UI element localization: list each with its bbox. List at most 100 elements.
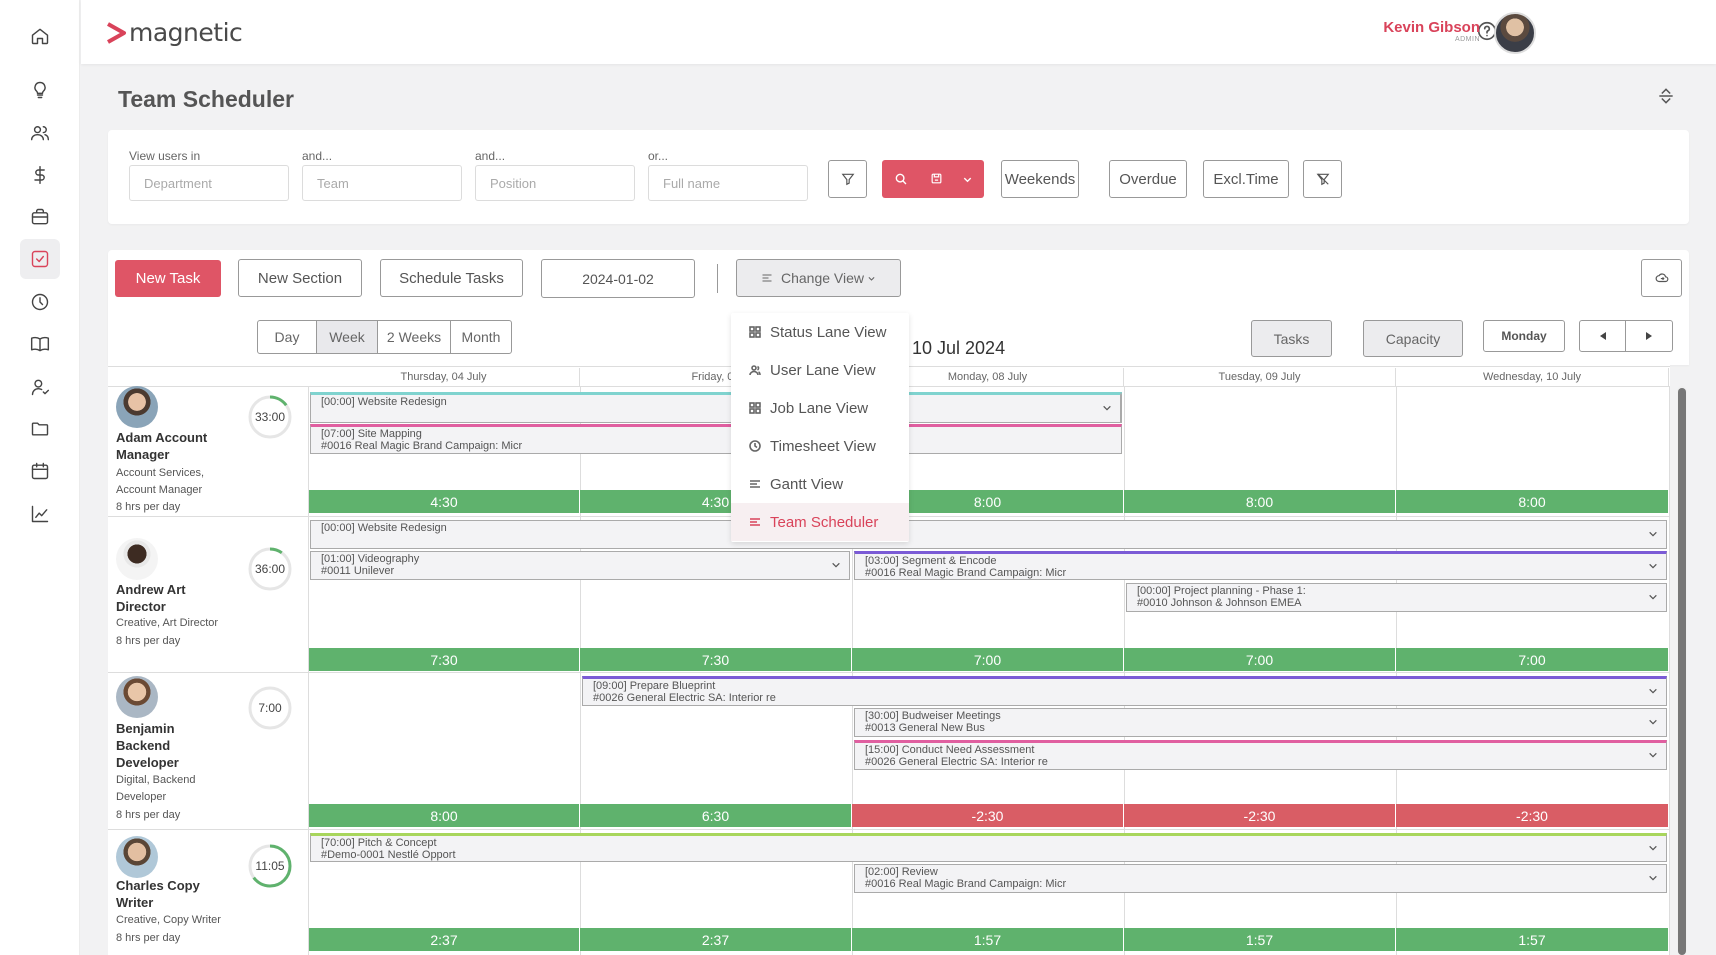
new-task-button[interactable]: New Task [115,260,221,297]
calendar-icon[interactable] [20,451,60,491]
user-role: ADMIN [1454,36,1480,43]
overdue-button[interactable]: Overdue [1109,160,1187,198]
grid-line [308,386,309,955]
menu-item-status-lane[interactable]: Status Lane View [731,313,909,351]
sync-button[interactable] [1641,259,1682,297]
search-button-icon[interactable] [894,172,908,186]
tab-2-weeks[interactable]: 2 Weeks [377,320,451,354]
capacity-total: 7:30 [309,648,580,671]
load-value: 11:05 [255,859,285,873]
menu-item-gantt[interactable]: Gantt View [731,465,909,503]
filter-off-icon [1316,173,1329,186]
dollar-icon[interactable] [20,155,60,195]
avatar [116,676,158,718]
tasks-toggle[interactable]: Tasks [1251,320,1332,357]
book-icon[interactable] [20,324,60,364]
department-input[interactable]: Department [129,165,289,201]
cloud-sync-icon [1655,273,1668,283]
menu-item-label: Job Lane View [770,399,869,417]
change-view-button[interactable]: Change View [736,259,901,297]
task-bar[interactable]: [30:00] Budweiser Meetings #0013 General … [854,708,1667,737]
next-button[interactable] [1625,320,1673,352]
load-value: 33:00 [254,410,286,424]
menu-item-timesheet[interactable]: Timesheet View [731,427,909,465]
briefcase-icon[interactable] [20,197,60,237]
change-view-menu: Status Lane View User Lane View Job Lane… [731,313,909,542]
menu-item-label: Gantt View [770,475,844,493]
chevron-down-icon [1648,843,1658,853]
task-line1: [01:00] Videography [321,553,420,565]
avatar [116,538,158,580]
clock-icon[interactable] [20,282,60,322]
prev-button[interactable] [1579,320,1626,352]
task-line2: #0026 General Electric SA: Interior re [593,692,776,704]
scrollbar-thumb[interactable] [1678,388,1686,955]
new-section-button[interactable]: New Section [238,259,362,297]
grid-icon [749,402,761,414]
user-name[interactable]: Kevin Gibson [1383,19,1480,36]
day-header: Wednesday, 10 July [1396,368,1669,386]
load-ring: 36:00 [247,546,293,592]
top-header: magnetic Kevin Gibson ADMIN [81,0,1716,64]
list-icon [749,516,761,528]
collapse-icon[interactable] [1656,86,1676,106]
task-bar[interactable]: [02:00] Review #0016 Real Magic Brand Cam… [854,864,1667,893]
task-bar[interactable]: [01:00] Videography #0011 Unilever [310,551,850,580]
menu-item-job-lane[interactable]: Job Lane View [731,389,909,427]
avatar[interactable] [1494,12,1536,54]
save-icon[interactable] [930,172,943,185]
arrow-right-icon [1646,332,1652,340]
arrow-left-icon [1599,332,1606,340]
task-line1: [70:00] Pitch & Concept [321,837,437,849]
toolbar-divider [717,264,718,293]
task-line2: #Demo-0001 Nestlé Opport [321,849,456,861]
ring-svg [248,686,292,730]
position-input[interactable]: Position [475,165,635,201]
task-line1: [00:00] Website Redesign [321,522,447,534]
user-check-icon[interactable] [20,367,60,407]
clear-filter-button[interactable] [1303,160,1342,198]
excl-time-button[interactable]: Excl.Time [1203,160,1289,198]
chevron-down-icon [868,276,875,281]
menu-item-team-scheduler[interactable]: Team Scheduler [731,503,909,541]
task-line2: #0016 Real Magic Brand Campaign: Micr [865,878,1067,890]
filter-button[interactable] [828,160,867,198]
logo[interactable]: magnetic [105,18,243,47]
tab-day[interactable]: Day [257,320,317,354]
chart-icon[interactable] [20,494,60,534]
task-bar[interactable]: [09:00] Prepare Blueprint #0026 General E… [582,676,1667,706]
folder-icon[interactable] [20,409,60,449]
home-icon[interactable] [20,16,60,56]
date-input[interactable]: 2024-01-02 [541,259,695,298]
start-day-select[interactable]: Monday [1483,320,1565,352]
menu-item-user-lane[interactable]: User Lane View [731,351,909,389]
task-bar[interactable]: [07:00] Site Mapping #0016 Real Magic Bra… [310,424,1122,454]
checkbox-icon[interactable] [20,239,60,279]
schedule-tasks-button[interactable]: Schedule Tasks [380,259,523,297]
capacity-total: 8:00 [1396,490,1669,513]
tab-week[interactable]: Week [316,320,378,354]
capacity-total: -2:30 [852,804,1124,827]
weekends-button[interactable]: Weekends [1001,160,1079,198]
chevron-down-icon [1648,686,1658,696]
row-divider [108,672,1670,673]
task-bar[interactable]: [70:00] Pitch & Concept #Demo-0001 Nestlé… [310,833,1667,862]
day-header: Tuesday, 09 July [1124,368,1396,386]
chevron-down-icon[interactable] [962,174,973,185]
users-icon[interactable] [20,113,60,153]
tab-month[interactable]: Month [450,320,512,354]
avatar [116,836,158,878]
capacity-toggle[interactable]: Capacity [1363,320,1463,357]
task-bar[interactable]: [03:00] Segment & Encode #0016 Real Magic… [854,551,1667,580]
team-input[interactable]: Team [302,165,462,201]
task-bar[interactable]: [00:00] Project planning - Phase 1: #0010… [1126,583,1667,612]
full-name-input[interactable]: Full name [648,165,808,201]
chevron-down-icon [1648,873,1658,883]
grid-line [1669,386,1670,955]
day-header: Monday, 08 July [852,368,1124,386]
task-line1: [09:00] Prepare Blueprint [593,680,716,692]
lightbulb-icon[interactable] [20,70,60,110]
task-bar[interactable]: [15:00] Conduct Need Assessment #0026 Gen… [854,740,1667,770]
task-bar[interactable]: [00:00] Website Redesign [310,520,1667,549]
filter-label-department: View users in [129,149,201,163]
